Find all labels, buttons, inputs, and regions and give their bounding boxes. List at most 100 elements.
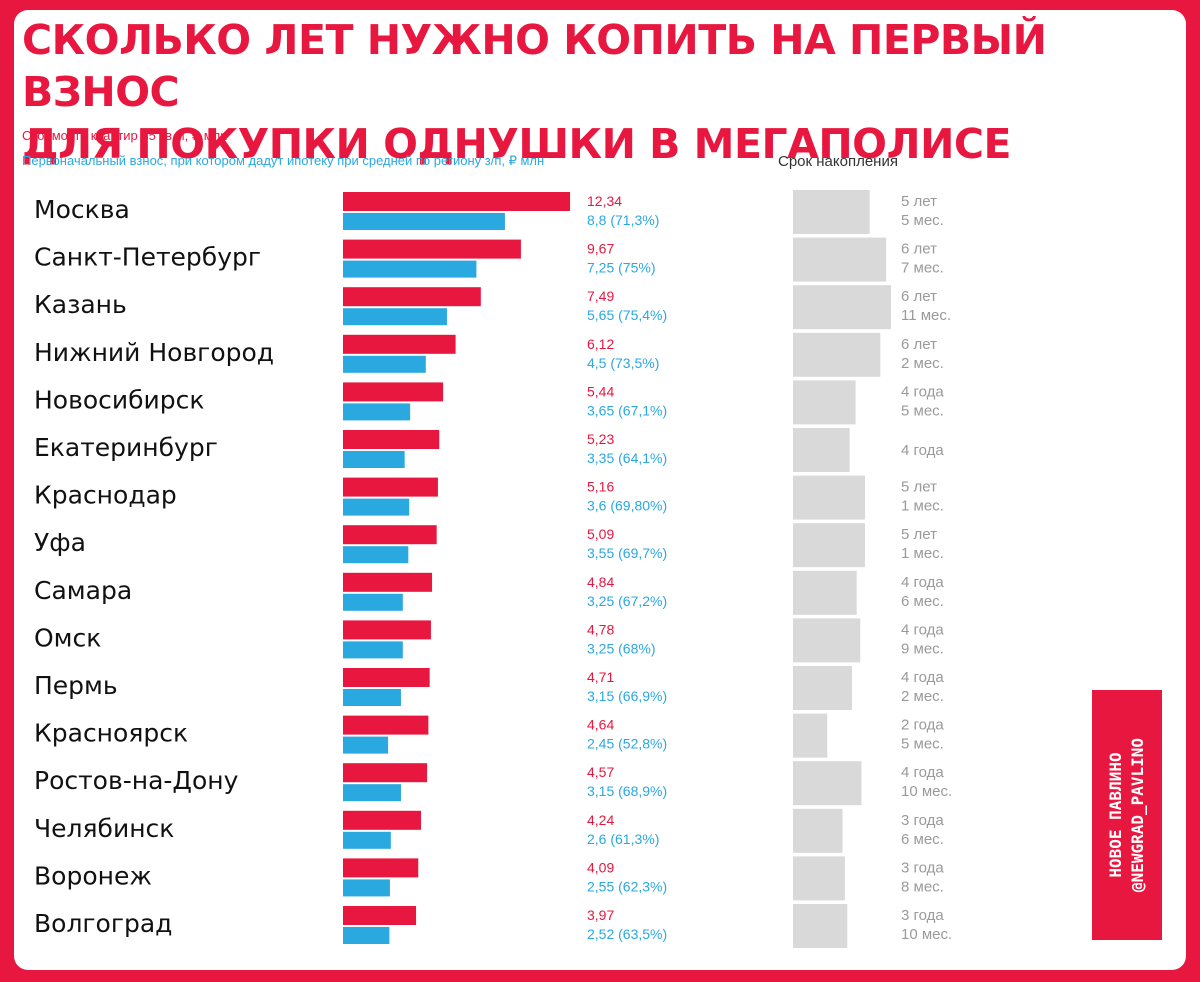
- price-value-label: 4,57: [587, 764, 614, 780]
- saving-term-label: 6 лет: [901, 288, 937, 305]
- watermark-badge: НОВОЕ ПАВЛИНО @NEWGRAD_PAVLINO: [1092, 690, 1162, 940]
- downpayment-value-label: 7,25 (75%): [587, 260, 655, 276]
- city-label: Волгоград: [34, 909, 172, 938]
- legend-price-label: Стоимость квартир 35 кв м, ₽ млн: [22, 128, 228, 143]
- downpayment-bar: [343, 355, 426, 373]
- price-bar: [343, 382, 444, 402]
- downpayment-bar: [343, 879, 390, 897]
- price-bar: [343, 668, 430, 687]
- saving-term-bar: [793, 523, 865, 568]
- saving-term-label: 4 года: [901, 574, 944, 591]
- saving-term-label: 9 мес.: [901, 640, 944, 657]
- price-value-label: 3,97: [587, 907, 614, 923]
- saving-term-label: 4 года: [901, 764, 944, 781]
- saving-term-label: 3 года: [901, 907, 944, 924]
- price-bar: [343, 477, 438, 497]
- city-label: Екатеринбург: [34, 433, 218, 462]
- saving-term-header: Срок накопления: [778, 153, 898, 170]
- saving-term-bar: [793, 237, 887, 282]
- city-label: Краснодар: [34, 481, 177, 510]
- city-label: Омск: [34, 623, 101, 652]
- downpayment-bar: [343, 927, 390, 944]
- price-value-label: 6,12: [587, 336, 614, 352]
- saving-term-label: 10 мес.: [901, 926, 952, 943]
- saving-term-label: 5 мес.: [901, 736, 944, 753]
- saving-term-label: 6 мес.: [901, 831, 944, 848]
- saving-term-label: 6 лет: [901, 336, 937, 353]
- saving-term-label: 1 мес.: [901, 545, 944, 562]
- downpayment-bar: [343, 451, 405, 468]
- saving-term-label: 11 мес.: [901, 307, 951, 324]
- watermark-text: НОВОЕ ПАВЛИНО @NEWGRAD_PAVLINO: [1105, 695, 1149, 935]
- downpayment-value-label: 2,6 (61,3%): [587, 831, 659, 847]
- saving-term-bar: [793, 332, 881, 377]
- city-label: Казань: [34, 290, 127, 319]
- price-bar: [343, 763, 428, 783]
- saving-term-bar: [793, 666, 852, 710]
- price-value-label: 7,49: [587, 288, 614, 304]
- downpayment-value-label: 4,5 (73,5%): [587, 355, 659, 371]
- price-bar: [343, 287, 481, 307]
- saving-term-label: 2 мес.: [901, 355, 944, 372]
- price-bar: [343, 430, 440, 449]
- saving-term-label: 6 лет: [901, 241, 937, 258]
- downpayment-value-label: 2,45 (52,8%): [587, 736, 667, 752]
- saving-term-label: 5 лет: [901, 526, 937, 543]
- city-label: Красноярск: [34, 719, 188, 748]
- downpayment-value-label: 3,15 (68,9%): [587, 783, 667, 799]
- price-bar: [343, 192, 571, 211]
- title-line-1: СКОЛЬКО ЛЕТ НУЖНО КОПИТЬ НА ПЕРВЫЙ ВЗНОС: [22, 16, 1047, 116]
- downpayment-bar: [343, 546, 409, 564]
- saving-term-bar: [793, 761, 862, 806]
- price-bar: [343, 715, 429, 735]
- saving-term-label: 1 мес.: [901, 498, 944, 515]
- city-label: Самара: [34, 576, 132, 605]
- price-value-label: 4,24: [587, 812, 614, 828]
- saving-term-bar: [793, 904, 848, 948]
- price-bar: [343, 906, 417, 925]
- saving-term-label: 5 лет: [901, 193, 937, 210]
- downpayment-value-label: 3,25 (68%): [587, 640, 655, 656]
- saving-term-bar: [793, 190, 870, 234]
- downpayment-value-label: 3,35 (64,1%): [587, 450, 667, 466]
- downpayment-bar: [343, 498, 410, 516]
- price-value-label: 4,78: [587, 621, 614, 637]
- downpayment-value-label: 3,25 (67,2%): [587, 593, 667, 609]
- saving-term-bar: [793, 570, 857, 615]
- downpayment-bar: [343, 831, 391, 849]
- price-value-label: 5,09: [587, 526, 614, 542]
- saving-term-bar: [793, 808, 843, 853]
- saving-term-bar: [793, 380, 856, 425]
- saving-term-label: 3 года: [901, 812, 944, 829]
- city-label: Санкт-Петербург: [34, 243, 261, 272]
- saving-term-label: 4 года: [901, 383, 944, 400]
- price-value-label: 9,67: [587, 241, 614, 257]
- city-label: Нижний Новгород: [34, 338, 274, 367]
- downpayment-value-label: 5,65 (75,4%): [587, 307, 667, 323]
- city-label: Пермь: [34, 671, 118, 700]
- price-bar: [343, 334, 456, 354]
- price-bar: [343, 525, 437, 545]
- price-bar: [343, 620, 431, 640]
- downpayment-value-label: 2,55 (62,3%): [587, 878, 667, 894]
- price-value-label: 12,34: [587, 193, 622, 209]
- city-label: Воронеж: [34, 861, 152, 890]
- saving-term-label: 4 года: [901, 621, 944, 638]
- saving-term-label: 6 мес.: [901, 593, 944, 610]
- price-value-label: 5,23: [587, 431, 614, 447]
- saving-term-bar: [793, 713, 828, 758]
- downpayment-bar: [343, 308, 447, 326]
- downpayment-bar: [343, 689, 401, 706]
- watermark-line-1: НОВОЕ ПАВЛИНО: [1106, 752, 1125, 878]
- city-label: Москва: [34, 195, 130, 224]
- infographic-card: [14, 10, 1186, 970]
- downpayment-value-label: 3,15 (66,9%): [587, 688, 667, 704]
- price-bar: [343, 810, 422, 830]
- saving-term-bar: [793, 475, 865, 520]
- city-label: Уфа: [34, 528, 86, 557]
- saving-term-label: 5 мес.: [901, 402, 944, 419]
- city-label: Челябинск: [34, 814, 174, 843]
- city-label: Ростов-на-Дону: [34, 766, 239, 795]
- downpayment-bar: [343, 213, 505, 230]
- downpayment-value-label: 8,8 (71,3%): [587, 212, 659, 228]
